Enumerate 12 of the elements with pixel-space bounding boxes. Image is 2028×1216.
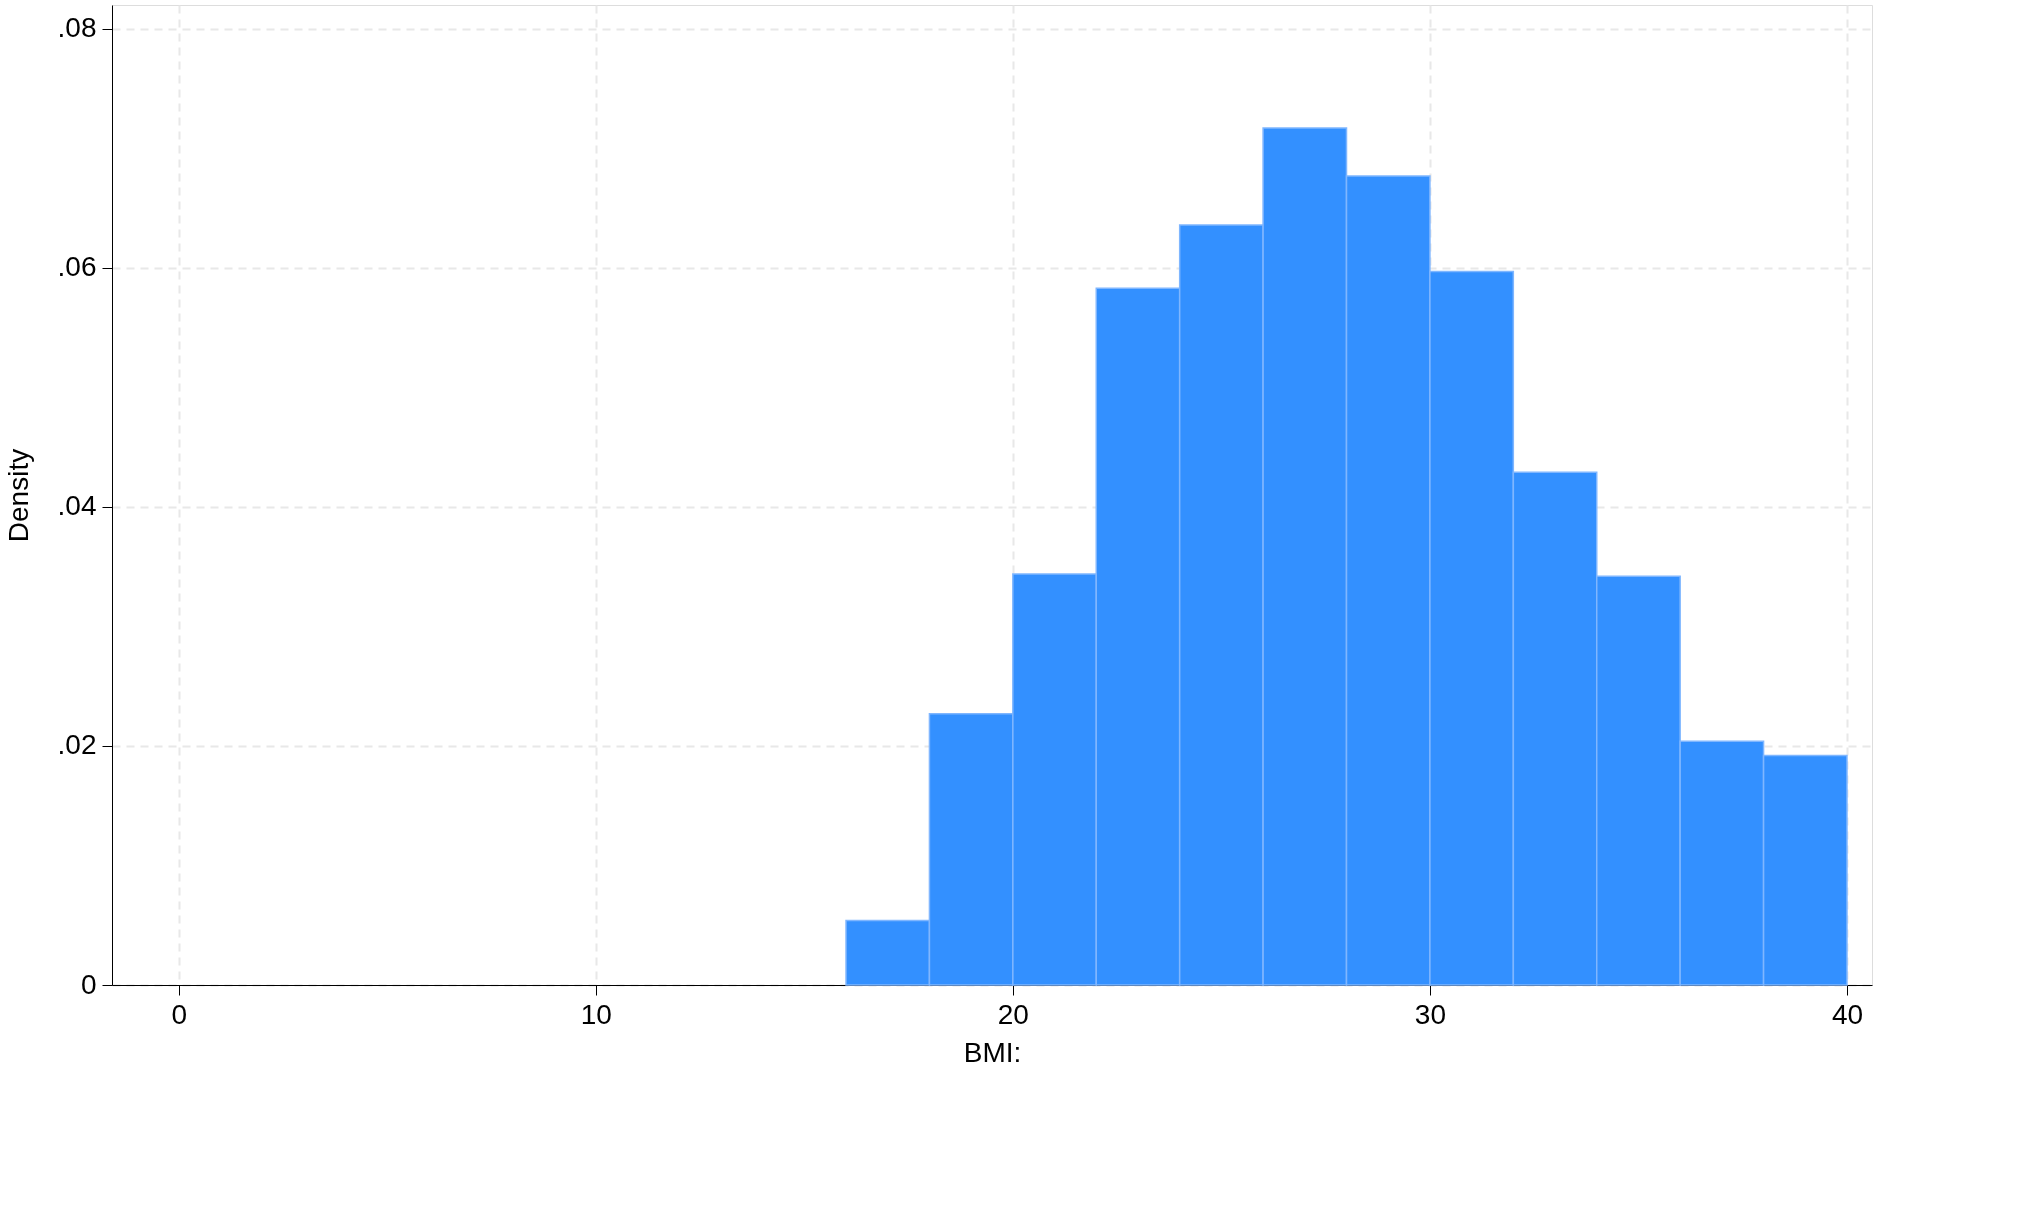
y-tick-label: 0 [80, 968, 97, 1000]
y-tick-label: .08 [57, 12, 97, 44]
y-axis-title: Density [2, 448, 34, 543]
x-axis-title: BMI: [963, 1036, 1022, 1068]
y-tick-label: .06 [57, 251, 97, 283]
y-tick-label: .04 [57, 490, 97, 522]
x-tick-label: 0 [171, 998, 188, 1030]
x-tick-label: 40 [1831, 998, 1864, 1030]
y-tick-label: .02 [57, 729, 97, 761]
x-tick-label: 30 [1414, 998, 1446, 1030]
x-tick-label: 10 [580, 998, 612, 1030]
x-tick-label: 20 [997, 998, 1029, 1030]
